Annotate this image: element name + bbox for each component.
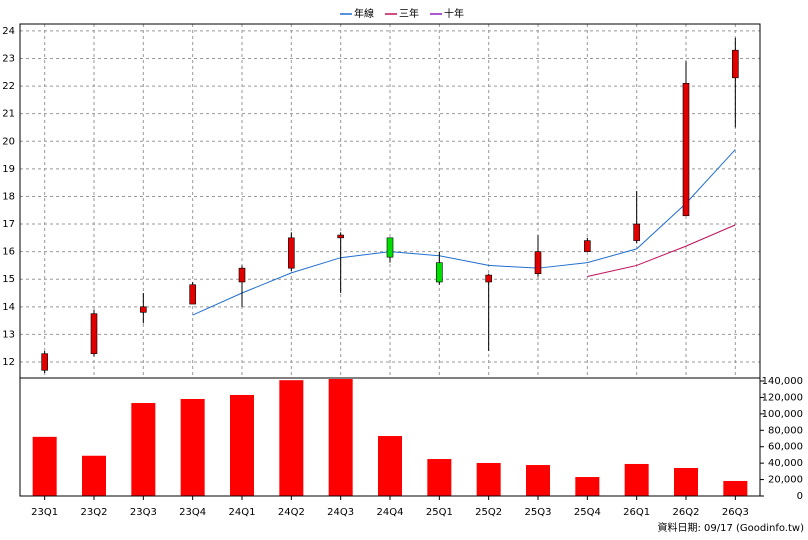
- volume-bar: [82, 455, 106, 496]
- x-tick-label: 24Q3: [327, 507, 354, 518]
- volume-bar: [180, 398, 205, 496]
- volume-bar: [624, 463, 649, 496]
- source-note: 資料日期: 09/17 (Goodinfo.tw): [657, 521, 804, 534]
- x-tick-label: 23Q1: [31, 507, 58, 518]
- x-tick-label: 26Q3: [722, 507, 749, 518]
- y-tick-label: 15: [2, 274, 15, 285]
- candle-body: [386, 237, 394, 258]
- x-tick-label: 24Q2: [278, 507, 305, 518]
- candle-body: [189, 284, 196, 305]
- volume-bar: [328, 379, 353, 496]
- y2-tick-label: 140,000: [762, 376, 803, 387]
- y-tick-label: 12: [2, 357, 15, 368]
- y2-tick-label: 120,000: [762, 392, 803, 403]
- x-tick-label: 26Q1: [623, 507, 650, 518]
- candle-body: [140, 306, 147, 313]
- candle-body: [534, 251, 542, 275]
- y-tick-label: 23: [2, 53, 15, 64]
- y-tick-label: 19: [2, 164, 15, 175]
- line-series: [587, 224, 736, 277]
- x-tick-label: 25Q3: [525, 507, 552, 518]
- volume-bar: [476, 462, 501, 496]
- volume-bar: [723, 480, 748, 496]
- x-tick-label: 23Q2: [81, 507, 108, 518]
- x-tick-label: 25Q4: [574, 507, 601, 518]
- y2-tick-label: 100,000: [762, 409, 803, 420]
- candle-body: [337, 234, 344, 239]
- candle-body: [41, 353, 48, 371]
- candle-body: [682, 83, 690, 217]
- volume-bar: [378, 436, 402, 496]
- y-tick-label: 16: [2, 247, 15, 258]
- y2-tick-label: 0: [797, 491, 803, 502]
- y-tick-label: 21: [2, 109, 15, 120]
- y-tick-label: 14: [2, 302, 15, 313]
- candle-body: [238, 267, 246, 283]
- candle-body: [90, 313, 98, 355]
- x-tick-label: 25Q1: [426, 507, 453, 518]
- y-tick-label: 22: [2, 81, 15, 92]
- x-tick-label: 23Q4: [179, 507, 206, 518]
- candle-body: [288, 237, 295, 269]
- legend-label: 年線: [354, 7, 374, 20]
- volume-bar: [526, 465, 550, 496]
- y2-tick-label: 80,000: [768, 425, 803, 436]
- y-tick-label: 17: [2, 219, 15, 230]
- volume-bar: [131, 403, 156, 496]
- legend-label: 三年: [399, 7, 419, 20]
- candle-body: [732, 49, 739, 79]
- candle-body: [633, 223, 640, 241]
- volume-bar: [575, 477, 600, 496]
- x-tick-label: 26Q2: [673, 507, 700, 518]
- candle-body: [436, 262, 443, 283]
- y-tick-label: 18: [2, 191, 15, 202]
- line-series: [192, 149, 736, 316]
- x-tick-label: 24Q4: [377, 507, 404, 518]
- y2-tick-label: 40,000: [768, 458, 803, 469]
- y2-tick-label: 20,000: [768, 475, 803, 486]
- x-tick-label: 23Q3: [130, 507, 157, 518]
- volume-bar: [279, 380, 304, 496]
- volume-bar: [32, 436, 57, 496]
- x-tick-label: 25Q2: [475, 507, 502, 518]
- volume-bar: [230, 394, 254, 496]
- y-tick-label: 20: [2, 136, 15, 147]
- volume-bar: [674, 467, 698, 496]
- y-tick-label: 24: [2, 26, 15, 37]
- y2-tick-label: 60,000: [768, 442, 803, 453]
- candle-body: [584, 240, 591, 252]
- y-tick-label: 13: [2, 329, 15, 340]
- legend-label: 十年: [444, 7, 464, 20]
- candle-body: [485, 274, 492, 283]
- volume-bar: [427, 459, 452, 496]
- x-tick-label: 24Q1: [229, 507, 256, 518]
